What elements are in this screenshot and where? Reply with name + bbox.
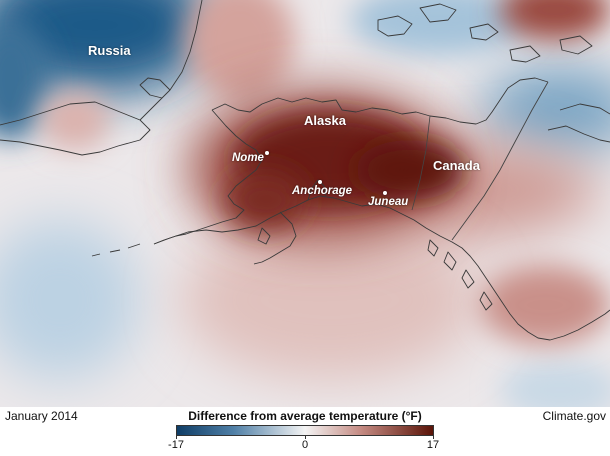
city-marker-nome: [265, 151, 269, 155]
city-marker-anchorage: [318, 180, 322, 184]
source-label: Climate.gov: [542, 409, 606, 423]
label-juneau: Juneau: [368, 196, 409, 208]
warm-anomaly-canada-core: [355, 140, 465, 200]
coastline-aleutians: [91, 243, 141, 257]
warm-anomaly-southeast: [480, 265, 610, 345]
legend-title: Difference from average temperature (°F): [188, 409, 422, 423]
anomaly-field: [0, 0, 610, 407]
legend-tick-max: [433, 435, 434, 439]
coastline-peninsula: [253, 211, 297, 265]
border-alaska-yukon: [411, 115, 431, 211]
cold-anomaly-southeast: [500, 360, 610, 407]
legend-footer: January 2014 Climate.gov Difference from…: [0, 407, 610, 456]
warm-anomaly-north: [185, 0, 295, 100]
label-anchorage: Anchorage: [292, 185, 353, 197]
coastline-islands: [427, 239, 493, 311]
cold-anomaly-east: [480, 65, 610, 155]
label-russia: Russia: [88, 43, 131, 58]
border-canada-alaska: [451, 81, 549, 241]
warm-anomaly-northeast: [500, 0, 610, 40]
cold-anomaly-russia-west: [0, 20, 50, 140]
cold-anomaly-southwest: [0, 220, 140, 380]
coastline-russia-north: [139, 0, 203, 121]
cold-anomaly-russia: [0, 0, 215, 95]
label-nome: Nome: [232, 152, 264, 164]
city-marker-juneau: [383, 191, 387, 195]
legend-tick-min: [176, 435, 177, 439]
coastline-kodiak: [257, 227, 271, 245]
legend-mid-label: 0: [301, 439, 309, 451]
warm-anomaly-south: [180, 220, 480, 380]
coastline-alaska-south: [153, 195, 610, 341]
legend-min-label: -17: [168, 439, 184, 451]
cold-anomaly-north: [350, 0, 530, 55]
coastline-alaska-west: [153, 109, 263, 245]
warm-anomaly-nome: [225, 170, 305, 230]
label-canada: Canada: [433, 158, 480, 173]
coastline-hudson-region: [547, 103, 610, 143]
coastline-russia: [0, 101, 151, 156]
coastline-alaska: [211, 77, 549, 125]
warm-anomaly-chukotka: [40, 90, 110, 150]
date-label: January 2014: [5, 409, 78, 423]
temperature-anomaly-map: [0, 0, 610, 407]
legend-tick-mid: [305, 435, 306, 439]
coastline-arctic-islands: [377, 3, 593, 63]
label-alaska: Alaska: [304, 113, 346, 128]
legend-max-label: 17: [426, 439, 440, 451]
coastline-russia-bay: [139, 77, 171, 99]
coastlines: [0, 0, 610, 341]
